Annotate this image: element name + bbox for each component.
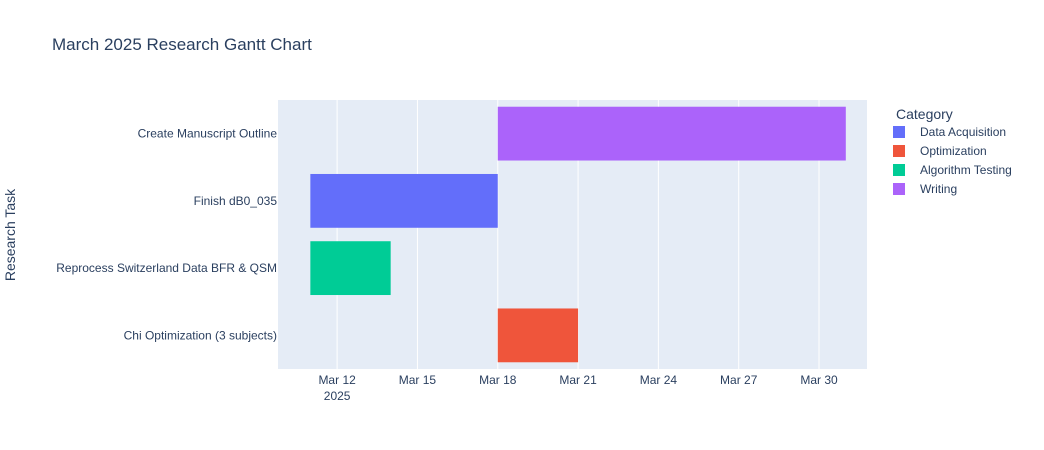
legend-item-label[interactable]: Algorithm Testing [920,163,1012,177]
y-axis-title: Research Task [2,188,18,281]
task-bar[interactable] [497,106,846,161]
task-bar[interactable] [497,308,579,363]
task-bar[interactable] [310,241,391,296]
legend-swatch[interactable] [893,145,905,157]
x-tick-label: Mar 27 [720,373,758,387]
legend[interactable]: Category Data Acquisition Optimization Alg… [893,106,1012,196]
legend-item-label[interactable]: Data Acquisition [920,125,1006,139]
bars [310,106,846,363]
y-axis-ticks: Create Manuscript Outline Finish dB0_035 R… [56,127,277,343]
x-tick-label: Mar 30 [800,373,838,387]
x-tick-label: Mar 18 [479,373,517,387]
legend-swatch[interactable] [893,126,905,138]
legend-swatch[interactable] [893,183,905,195]
x-tick-label: Mar 15 [399,373,437,387]
x-tick-year-label: 2025 [324,389,351,403]
chart-title: March 2025 Research Gantt Chart [52,35,312,54]
task-bar[interactable] [310,173,498,228]
x-tick-label: Mar 24 [640,373,678,387]
x-axis-ticks: Mar 12 Mar 15 Mar 18 Mar 21 Mar 24 Mar 27 Mar … [318,373,838,403]
y-tick-label: Finish dB0_035 [194,194,278,208]
legend-item-label[interactable]: Writing [920,182,957,196]
legend-swatch[interactable] [893,164,905,176]
x-tick-label: Mar 21 [559,373,597,387]
y-tick-label: Reprocess Switzerland Data BFR & QSM [56,261,277,275]
legend-title: Category [896,106,953,122]
y-tick-label: Create Manuscript Outline [138,127,278,141]
y-tick-label: Chi Optimization (3 subjects) [124,328,277,342]
legend-item-label[interactable]: Optimization [920,144,987,158]
x-tick-label: Mar 12 [318,373,356,387]
